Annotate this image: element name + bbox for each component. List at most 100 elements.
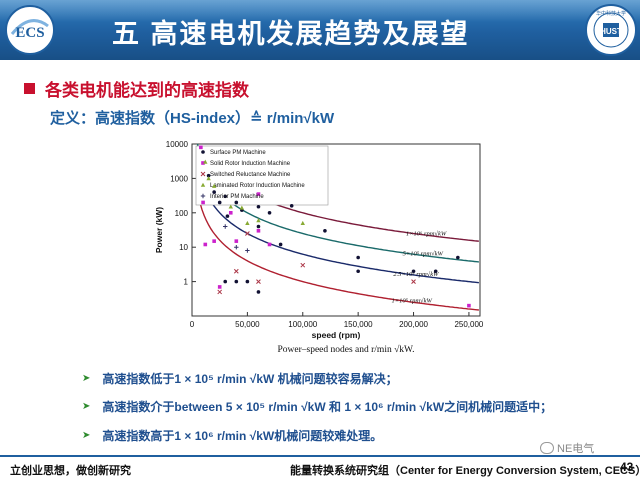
data-point <box>411 269 416 274</box>
square-bullet-icon <box>24 82 35 94</box>
curve-label: 1×10⁵ rpm√kW <box>392 296 433 304</box>
data-point <box>323 228 327 233</box>
data-point <box>256 279 261 284</box>
data-point <box>467 303 471 308</box>
data-point <box>456 255 460 260</box>
ecs-logo-icon: ECS <box>5 5 55 55</box>
y-tick-label: 100 <box>175 209 189 218</box>
legend-marker <box>201 161 205 165</box>
data-point <box>228 211 233 215</box>
data-point <box>289 203 294 208</box>
legend-marker <box>201 150 205 154</box>
legend-entry: Interior PM Machine <box>210 194 264 200</box>
data-point <box>234 239 239 243</box>
data-point <box>300 262 306 268</box>
power-speed-chart: 1 10 100 1000 10000 0 50,000 100,000 150,000 200,… <box>154 140 484 355</box>
arrow-bullet-icon: ➤ <box>82 401 91 412</box>
header-bar: ECS 五 高速电机发展趋势及展望 HUST 华中科技大学 <box>0 0 640 60</box>
x-tick-label: 150,000 <box>344 320 373 329</box>
legend-entry: Switched Reluctance Machine <box>210 172 291 178</box>
svg-text:HUST: HUST <box>600 27 622 36</box>
logo-right-text: 华中科技大学 <box>596 10 626 17</box>
data-point <box>223 194 228 199</box>
legend-entry: Laminated Rotor Induction Machine <box>210 183 305 189</box>
data-point <box>356 269 360 274</box>
data-point <box>433 269 438 274</box>
data-point <box>206 173 211 178</box>
data-point <box>411 279 416 284</box>
data-point <box>267 242 272 247</box>
data-point <box>245 220 250 225</box>
wechat-icon <box>540 442 554 454</box>
chart-caption: Power–speed nodes and r/min √kW. <box>277 344 414 355</box>
hs-index-curve <box>196 191 479 311</box>
data-point <box>267 211 272 215</box>
data-point <box>239 205 245 210</box>
header-shine <box>0 0 640 22</box>
wechat-watermark: NE电气 <box>540 440 594 456</box>
bullet-3: ➤ 高速指数高于1 × 10⁶ r/min √kW机械问题较难处理。 <box>82 427 382 444</box>
definition-text: 定义：高速指数（HS-index）≙ r/min√kW <box>50 110 335 127</box>
y-tick-label: 10 <box>179 243 188 252</box>
data-point <box>206 176 211 181</box>
data-point <box>256 290 261 294</box>
data-point <box>256 204 261 209</box>
university-seal-icon: HUST 华中科技大学 <box>585 4 637 56</box>
wechat-text: NE电气 <box>557 443 595 455</box>
bullet-2-text: 高速指数介于between 5 × 10⁵ r/min √kW 和 1 × 10… <box>102 400 553 414</box>
x-tick-label: 250,000 <box>454 320 483 329</box>
data-point <box>228 204 233 209</box>
data-point <box>300 220 305 225</box>
section-heading: 各类电机能达到的高速指数 <box>24 76 249 100</box>
data-point <box>223 224 228 229</box>
page-title: 五 高速电机发展趋势及展望 <box>112 19 470 49</box>
x-tick-label: 200,000 <box>399 320 428 329</box>
data-point <box>256 192 261 196</box>
data-point <box>256 218 261 223</box>
y-tick-label: 10000 <box>166 140 189 149</box>
x-tick-label: 50,000 <box>235 320 260 329</box>
curve-label: 1×10⁶ rpm√kW <box>406 229 447 237</box>
data-point <box>199 145 203 150</box>
data-point <box>245 248 250 253</box>
data-point <box>234 200 239 205</box>
x-axis-label: speed (rpm) <box>312 330 361 340</box>
x-tick-label: 100,000 <box>288 320 317 329</box>
bullet-2: ➤ 高速指数介于between 5 × 10⁵ r/min √kW 和 1 × 1… <box>82 398 552 415</box>
bullet-1-text: 高速指数低于1 × 10⁵ r/min √kW 机械问题较容易解决； <box>102 372 398 386</box>
data-point <box>212 239 216 243</box>
data-point <box>234 279 239 284</box>
legend-marker <box>200 171 206 177</box>
data-point <box>245 279 250 284</box>
data-point <box>233 268 239 274</box>
legend-marker <box>200 182 206 187</box>
data-point <box>356 255 360 260</box>
data-point <box>256 228 261 233</box>
data-point <box>225 214 230 218</box>
data-point <box>256 224 261 229</box>
curve-label: 2.5×10⁵ rpm√kW <box>393 270 439 278</box>
data-point <box>217 200 222 205</box>
footer-divider <box>0 455 640 457</box>
curve-label: 5×10⁵ rpm√kW <box>403 250 444 258</box>
data-point <box>223 279 228 284</box>
y-tick-label: 1000 <box>170 174 188 183</box>
data-point <box>203 242 208 247</box>
data-point <box>203 159 208 164</box>
data-point <box>278 242 283 247</box>
hs-index-curve <box>196 143 479 263</box>
hs-index-curve <box>196 164 479 284</box>
arrow-bullet-icon: ➤ <box>82 373 91 384</box>
data-point <box>211 183 217 188</box>
data-point <box>234 245 239 250</box>
arrow-bullet-icon: ➤ <box>82 430 91 441</box>
footer-motto: 立创业思想，做创新研究 <box>10 465 131 477</box>
page-number: 43 <box>620 460 634 474</box>
bullet-3-text: 高速指数高于1 × 10⁶ r/min √kW机械问题较难处理。 <box>102 429 383 443</box>
data-point <box>217 285 222 289</box>
logo-left-text: ECS <box>15 25 44 41</box>
section-heading-text: 各类电机能达到的高速指数 <box>45 80 249 100</box>
data-point <box>245 231 250 236</box>
footer-group-name: 能量转换系统研究组（Center for Energy Conversion S… <box>290 465 640 477</box>
